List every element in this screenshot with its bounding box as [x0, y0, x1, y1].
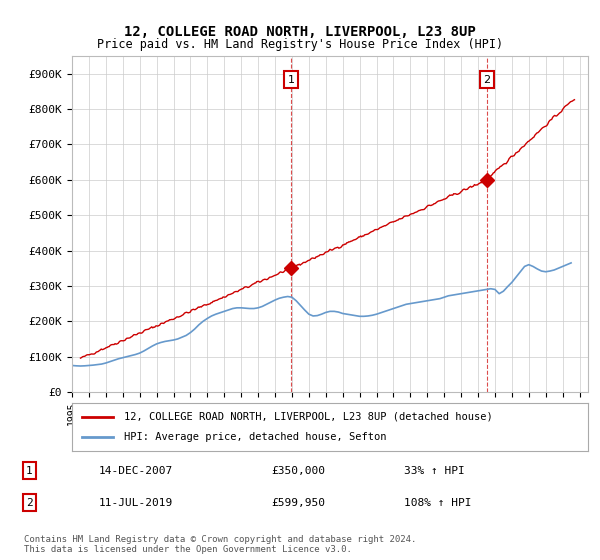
Text: 1: 1 — [288, 74, 295, 85]
Text: 12, COLLEGE ROAD NORTH, LIVERPOOL, L23 8UP: 12, COLLEGE ROAD NORTH, LIVERPOOL, L23 8… — [124, 25, 476, 39]
Text: Contains HM Land Registry data © Crown copyright and database right 2024.
This d: Contains HM Land Registry data © Crown c… — [24, 535, 416, 554]
Text: 11-JUL-2019: 11-JUL-2019 — [98, 498, 173, 508]
Text: 1: 1 — [26, 465, 32, 475]
Text: Price paid vs. HM Land Registry's House Price Index (HPI): Price paid vs. HM Land Registry's House … — [97, 38, 503, 50]
Text: 2: 2 — [26, 498, 32, 508]
Text: 12, COLLEGE ROAD NORTH, LIVERPOOL, L23 8UP (detached house): 12, COLLEGE ROAD NORTH, LIVERPOOL, L23 8… — [124, 412, 493, 422]
Text: 14-DEC-2007: 14-DEC-2007 — [98, 465, 173, 475]
Text: 33% ↑ HPI: 33% ↑ HPI — [404, 465, 464, 475]
Text: 108% ↑ HPI: 108% ↑ HPI — [404, 498, 471, 508]
Text: 2: 2 — [484, 74, 491, 85]
Text: HPI: Average price, detached house, Sefton: HPI: Average price, detached house, Seft… — [124, 432, 386, 442]
Text: £599,950: £599,950 — [271, 498, 325, 508]
Text: £350,000: £350,000 — [271, 465, 325, 475]
